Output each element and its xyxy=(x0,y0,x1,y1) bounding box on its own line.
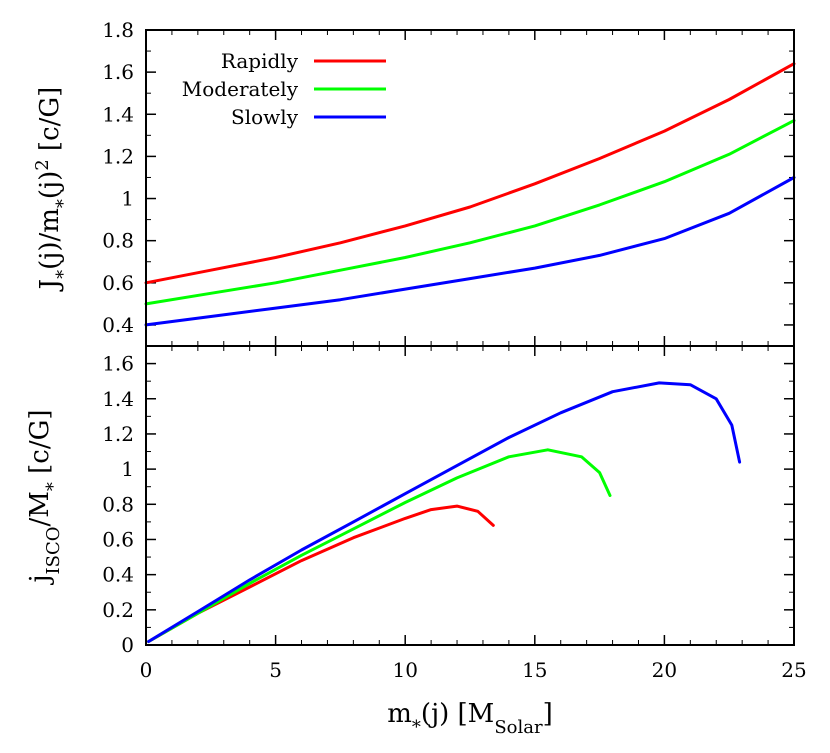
x-tick-label: 5 xyxy=(269,658,282,682)
top-y-axis-label: J*(j)/m*(j)2 [c/G] xyxy=(32,87,74,293)
bottom-series-line-rapidly xyxy=(147,504,495,643)
bottom-plot-frame xyxy=(145,345,795,646)
bottom-y-axis-label: jISCO/M* [c/G] xyxy=(25,409,64,585)
top-ytick-label: 1.6 xyxy=(102,60,134,84)
xlabel-sub2: Solar xyxy=(494,717,543,738)
top-series-line-moderately xyxy=(144,119,796,306)
bottom-ytick-label: 0.2 xyxy=(102,598,134,622)
top-ylabel-mid: (j)/m xyxy=(35,208,65,270)
bottom-ytick-label: 1.2 xyxy=(102,422,134,446)
top-series-lines xyxy=(144,62,796,327)
legend-label-moderately: Moderately xyxy=(182,77,299,101)
xlabel-mid: (j) [M xyxy=(421,699,494,729)
x-axis-label: m*(j) [MSolar] xyxy=(387,699,552,738)
bottom-ytick-label: 1 xyxy=(121,457,134,481)
top-y-tick-labels: 0.4 0.6 0.8 1 1.2 1.4 1.6 1.8 xyxy=(102,18,134,337)
xlabel-sub1: * xyxy=(412,717,421,738)
top-ylabel-unit: [c/G] xyxy=(35,87,65,160)
top-ticks xyxy=(145,29,795,346)
bottom-ticks xyxy=(145,346,795,646)
top-series-line-slowly xyxy=(144,176,796,327)
bottom-ytick-label: 1.4 xyxy=(102,387,134,411)
x-tick-label: 0 xyxy=(140,658,153,682)
top-ylabel-main: J xyxy=(35,279,65,292)
top-ytick-label: 0.4 xyxy=(102,313,134,337)
top-panel: 0.4 0.6 0.8 1 1.2 1.4 1.6 1.8 Rapidly Moderately… xyxy=(32,18,796,346)
bottom-series-line-moderately xyxy=(147,448,612,643)
bottom-ylabel-sub2: * xyxy=(43,482,64,491)
top-ytick-label: 0.6 xyxy=(102,271,134,295)
bottom-ytick-label: 0.6 xyxy=(102,527,134,551)
xlabel-main: m xyxy=(387,699,412,729)
x-tick-label: 15 xyxy=(522,658,547,682)
legend: Rapidly Moderately Slowly xyxy=(182,49,386,129)
bottom-y-tick-labels: 0 0.2 0.4 0.6 0.8 1 1.2 1.4 1.6 xyxy=(102,352,134,657)
x-tick-label: 10 xyxy=(392,658,417,682)
legend-label-slowly: Slowly xyxy=(231,105,299,129)
top-ylabel-sup: 2 xyxy=(32,159,53,170)
top-series-line-rapidly xyxy=(144,62,796,285)
xlabel-tail: ] xyxy=(543,699,553,729)
top-ytick-label: 0.8 xyxy=(102,229,134,253)
x-tick-label: 25 xyxy=(781,658,806,682)
x-tick-labels: 0 5 10 15 20 25 xyxy=(140,658,807,682)
legend-label-rapidly: Rapidly xyxy=(221,49,299,73)
bottom-ytick-label: 0 xyxy=(121,633,134,657)
bottom-ytick-label: 0.8 xyxy=(102,492,134,516)
top-ylabel-sub2: * xyxy=(53,199,74,208)
bottom-ytick-label: 1.6 xyxy=(102,352,134,376)
top-ylabel-tail: (j) xyxy=(35,171,65,199)
bottom-series-line-slowly xyxy=(147,381,742,643)
bottom-ylabel-mid: /M xyxy=(25,491,55,526)
bottom-panel: 0 0.2 0.4 0.6 0.8 1 1.2 1.4 1.6 0 5 10 15 20 25 jISCO… xyxy=(25,346,807,738)
bottom-ylabel-sub1: ISCO xyxy=(43,527,64,575)
top-ylabel-sub1: * xyxy=(53,270,74,279)
bottom-ylabel-unit: [c/G] xyxy=(25,409,55,482)
top-ytick-label: 1.4 xyxy=(102,102,134,126)
bottom-ytick-label: 0.4 xyxy=(102,563,134,587)
top-ytick-label: 1.8 xyxy=(102,18,134,42)
top-ytick-label: 1.2 xyxy=(102,144,134,168)
top-ytick-label: 1 xyxy=(121,187,134,211)
bottom-series-lines xyxy=(147,381,742,643)
bottom-ylabel-main: j xyxy=(25,574,55,585)
x-tick-label: 20 xyxy=(652,658,677,682)
